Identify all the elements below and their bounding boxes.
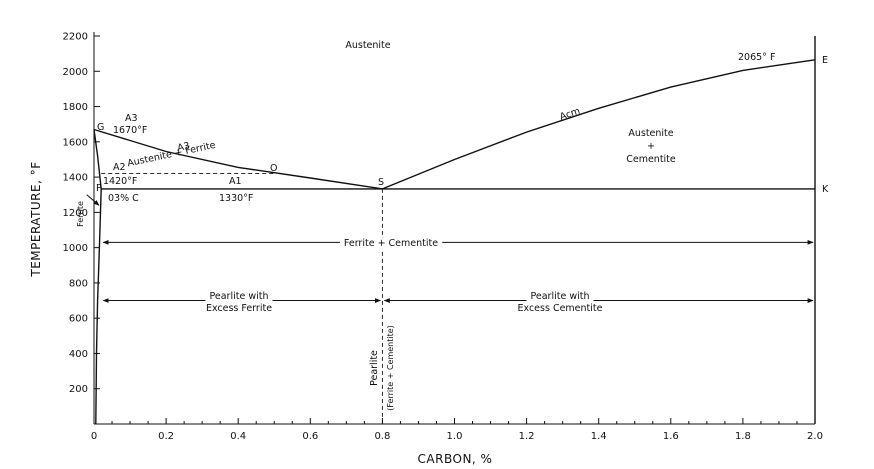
a1-label: A1 [229,176,242,187]
axes [93,32,815,425]
ferrite-leader [86,194,100,206]
a3-line [93,128,383,190]
ferrite-cementite-label: Ferrite + Cementite [344,238,438,249]
y-tick-label: 2000 [63,67,88,78]
y-tick-label: 1600 [63,137,88,148]
point-k-label: K [822,184,829,195]
x-tick-label: 1.8 [735,431,751,442]
temp-2065-label: 2065° F [738,52,775,63]
ferrite-cementite-vertical-label: (Ferrite + Cementite) [386,325,395,411]
label-backdrop [205,290,273,303]
x-axis-title: CARBON, % [418,452,493,466]
y-tick-label: 600 [69,314,88,325]
carbon-003-label: 03% C [108,193,139,204]
x-tick-label: 0.8 [374,431,390,442]
pearlite-excess-cementite-label-2: Excess Cementite [518,303,603,314]
label-backdrop [339,237,443,250]
x-tick-label: 0.6 [302,431,318,442]
solvus-line [93,129,102,189]
a3-upper-label: A3 [125,113,138,124]
y-tick-label: 800 [69,278,88,289]
temp-1330-label: 1330°F [219,193,253,204]
point-p-label: P [96,183,102,194]
y-tick-label: 1200 [63,208,88,219]
x-tick-label: 2.0 [807,431,823,442]
acm-label: Acm [558,106,581,123]
point-g-label: G [97,122,104,133]
austenite-cementite-label-3: Cementite [626,154,676,165]
y-tick-label: 1800 [63,102,88,113]
austenite-cementite-label-1: Austenite [628,128,673,139]
point-o-label: O [270,163,277,174]
y-tick-label: 400 [69,349,88,360]
x-tick-label: 0.2 [158,431,174,442]
y-tick-label: 2200 [63,32,88,43]
pearlite-excess-cementite-label-1: Pearlite with [531,291,590,302]
y-tick-label: 1000 [63,243,88,254]
x-tick-label: 0 [91,431,97,442]
y-tick-label: 1400 [63,173,88,184]
pearlite-excess-ferrite-label-2: Excess Ferrite [206,303,272,314]
a2-label: A2 [113,162,126,173]
temp-1670-label: 1670°F [113,125,147,136]
point-s-label: S [378,177,384,188]
y-axis-title: TEMPERATURE, °F [29,161,43,277]
y-tick-label: 200 [69,384,88,395]
x-tick-label: 0.4 [230,431,246,442]
point-e-label: E [822,55,828,66]
phase-boundaries [86,36,816,425]
pearlite-excess-ferrite-label-1: Pearlite with [210,291,269,302]
axis-ticks: 0 0.2 0.4 0.6 0.8 1.0 1.2 1.4 1.6 1.8 2.0 200 400 600… [63,32,823,443]
x-tick-label: 1.2 [519,431,535,442]
x-tick-label: 1.6 [663,431,679,442]
pearlite-vertical-label: Pearlite [369,350,380,386]
temp-1420-label: 1420°F [103,176,137,187]
ferrite-boundary [95,188,102,425]
ferrite-label: Ferrite [76,201,85,227]
label-backdrop [526,290,594,303]
austenite-cementite-label-2: + [647,141,655,152]
x-tick-label: 1.4 [591,431,607,442]
acm-line [382,59,816,190]
x-tick-label: 1.0 [447,431,463,442]
a3-mid-label: A3 [176,141,191,154]
austenite-label: Austenite [345,40,390,51]
